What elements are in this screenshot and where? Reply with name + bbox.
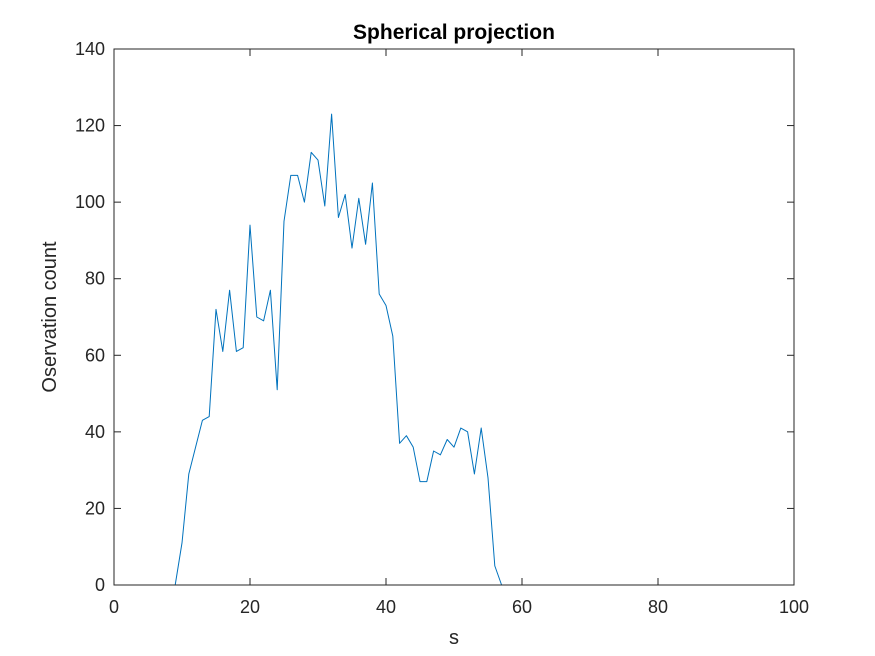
plot-box (113, 48, 795, 586)
x-axis-label: s (449, 627, 459, 649)
x-tick-label: 60 (512, 597, 532, 617)
y-tick-label: 120 (75, 116, 105, 136)
y-tick-label: 60 (85, 345, 105, 365)
y-tick-label: 100 (75, 192, 105, 212)
x-tick-label: 80 (648, 597, 668, 617)
y-tick-label: 20 (85, 498, 105, 518)
y-tick-label: 140 (75, 39, 105, 59)
ticks-layer: 0 20 40 60 80 100 0 20 40 60 80 100 120 140 (75, 39, 809, 617)
x-tick-label: 100 (779, 597, 809, 617)
x-tick-label: 0 (109, 597, 119, 617)
y-axis-label: Oservation count (39, 241, 61, 393)
plot-area-background (114, 49, 794, 585)
chart-title: Spherical projection (353, 21, 555, 44)
x-tick-label: 40 (376, 597, 396, 617)
y-tick-label: 0 (95, 575, 105, 595)
y-tick-label: 80 (85, 269, 105, 289)
x-tick-label: 20 (240, 597, 260, 617)
y-tick-label: 40 (85, 422, 105, 442)
